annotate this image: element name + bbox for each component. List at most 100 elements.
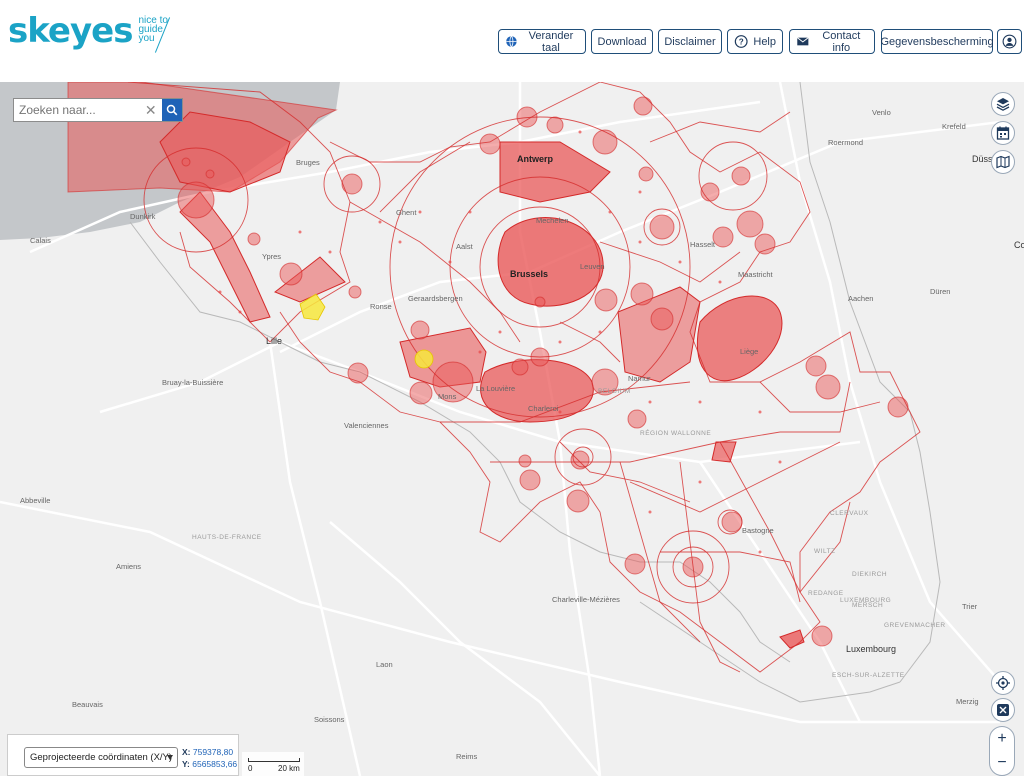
map-label-abbeville: Abbeville xyxy=(20,496,51,505)
map-label-esch: ESCH-SUR-ALZETTE xyxy=(832,672,905,679)
clear-search-icon[interactable]: ✕ xyxy=(144,102,157,118)
coordinates-panel: Geprojecteerde coördinaten (X/Y) X: 7593… xyxy=(7,734,239,776)
map-label-leuven: Leuven xyxy=(580,262,605,271)
point-markers xyxy=(218,130,782,554)
map-label-luxembourg: Luxembourg xyxy=(846,644,897,654)
map-label-clervaux: CLERVAUX xyxy=(830,510,869,517)
liege-zone xyxy=(696,295,783,382)
map-label-region-wallonne: RÉGION WALLONNE xyxy=(640,430,712,437)
account-button[interactable] xyxy=(997,29,1022,54)
zoom-extent-icon xyxy=(997,704,1009,716)
layers-button[interactable] xyxy=(991,92,1015,116)
map-draw-button[interactable] xyxy=(991,150,1015,174)
map-label-ghent: Ghent xyxy=(396,208,417,217)
antwerp-zone xyxy=(499,141,611,203)
map-label-charleville: Charleville-Mézières xyxy=(552,595,620,604)
map-label-mons: Mons xyxy=(438,392,457,401)
search-icon xyxy=(166,104,178,116)
chevron-down-icon xyxy=(167,755,173,760)
scale-bar-line xyxy=(248,758,300,762)
map-label-krefeld: Krefeld xyxy=(942,122,966,131)
map-label-diekirch: DIEKIRCH xyxy=(852,571,888,578)
map-label-grevenmacher: GREVENMACHER xyxy=(884,622,946,629)
map-label-bruges: Bruges xyxy=(296,158,320,167)
ctr-circles xyxy=(177,96,909,647)
calendar-icon xyxy=(996,126,1010,140)
privacy-label: Gegevensbescherming xyxy=(880,35,994,48)
download-button[interactable]: Download xyxy=(591,29,653,54)
change-language-label: Verander taal xyxy=(528,29,574,54)
map-label-bastogne: Bastogne xyxy=(742,526,774,535)
disclaimer-label: Disclaimer xyxy=(664,35,716,48)
download-label: Download xyxy=(597,35,647,48)
map-label-venlo: Venlo xyxy=(872,108,891,117)
logo-tagline: nice to guide you xyxy=(138,15,168,44)
map-label-beauvais: Beauvais xyxy=(72,700,103,709)
map-label-region-luxembourg: LUXEMBOURG xyxy=(840,597,892,604)
map-label-hauts-de-france: HAUTS-DE-FRANCE xyxy=(192,534,262,541)
search-button[interactable] xyxy=(162,99,182,121)
map-label-ronse: Ronse xyxy=(370,302,392,311)
zoom-out-button[interactable]: − xyxy=(997,754,1007,771)
y-coordinate: Y: 6565853,66 xyxy=(182,759,238,769)
search-box: ✕ xyxy=(13,98,183,122)
map-label-cologne: Col xyxy=(1014,240,1024,250)
help-button[interactable]: ? Help xyxy=(727,29,783,54)
calendar-button[interactable] xyxy=(991,121,1015,145)
layers-icon xyxy=(996,98,1010,111)
map-label-namur: Namur xyxy=(628,374,651,383)
highlight-zone-west xyxy=(299,293,326,321)
disclaimer-button[interactable]: Disclaimer xyxy=(658,29,722,54)
map-label-merzig: Merzig xyxy=(956,697,979,706)
scale-start-label: 0 xyxy=(248,764,253,773)
map-label-belgium: BELGIUM xyxy=(598,388,631,395)
coordinate-system-label: Geprojecteerde coördinaten (X/Y) xyxy=(30,752,173,763)
crosshair-icon xyxy=(996,676,1010,690)
user-icon xyxy=(1002,34,1017,49)
locate-button[interactable] xyxy=(991,671,1015,695)
zoom-control: + − xyxy=(989,726,1015,776)
map-label-amiens: Amiens xyxy=(116,562,142,571)
tma-boundaries xyxy=(127,82,921,673)
change-language-button[interactable]: Verander taal xyxy=(498,29,586,54)
airspace-map[interactable]: Antwerp Brussels Lille Luxembourg Ghent … xyxy=(0,82,1024,776)
map-label-la-louviere: La Louvière xyxy=(476,384,516,393)
map-label-valenciennes: Valenciennes xyxy=(344,421,389,430)
map-draw-icon xyxy=(996,155,1010,169)
coordinate-system-select[interactable]: Geprojecteerde coördinaten (X/Y) xyxy=(24,747,178,768)
map-label-wiltz: WILTZ xyxy=(814,548,836,555)
map-label-ypres: Ypres xyxy=(262,252,282,261)
map-label-laon: Laon xyxy=(376,660,393,669)
header: skeyes nice to guide you Verander taal D… xyxy=(0,0,1024,82)
map-label-dunkirk: Dunkirk xyxy=(130,212,156,221)
florennes-zone xyxy=(711,441,737,463)
map-label-geraardsbergen: Geraardsbergen xyxy=(408,294,463,303)
extent-button[interactable] xyxy=(991,698,1015,722)
map-label-trier: Trier xyxy=(962,602,978,611)
skeyes-logo[interactable]: skeyes nice to guide you xyxy=(8,14,170,48)
contact-info-button[interactable]: Contact info xyxy=(789,29,875,54)
help-icon: ? xyxy=(734,35,748,48)
x-coordinate: X: 759378,80 xyxy=(182,747,234,757)
scale-end-label: 20 km xyxy=(278,764,300,773)
mail-icon xyxy=(796,37,809,46)
map-label-lille: Lille xyxy=(266,336,283,346)
map-label-calais: Calais xyxy=(30,236,51,245)
map-label-hasselt: Hasselt xyxy=(690,240,716,249)
zoom-in-button[interactable]: + xyxy=(997,730,1007,747)
map-label-soissons: Soissons xyxy=(314,715,345,724)
map-label-redange: REDANGE xyxy=(808,590,844,597)
kortrijk-zone xyxy=(274,256,346,303)
map-label-roermond: Roermond xyxy=(828,138,864,147)
search-input[interactable] xyxy=(14,99,139,121)
logo-wordmark: skeyes xyxy=(8,11,133,51)
globe-icon xyxy=(506,35,517,48)
map-label-aachen: Aachen xyxy=(848,294,874,303)
privacy-button[interactable]: Gegevensbescherming xyxy=(880,29,994,54)
map-label-dusseldorf: Düss xyxy=(972,154,993,164)
map-label-reims: Reims xyxy=(456,752,478,761)
help-label: Help xyxy=(753,35,776,48)
highlight-zone-mons xyxy=(414,349,434,369)
map-label-mechelen: Mechelen xyxy=(536,216,569,225)
brussels-zone xyxy=(497,217,604,307)
